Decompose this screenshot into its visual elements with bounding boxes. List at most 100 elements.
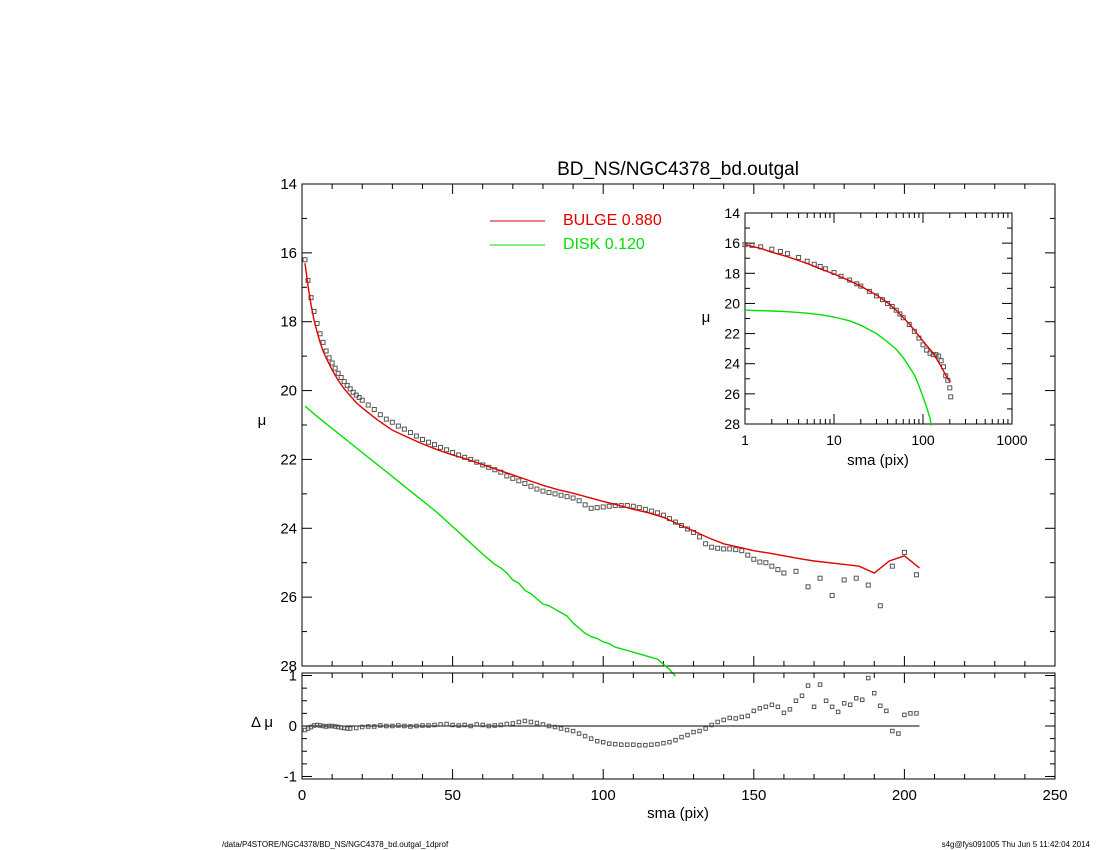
data-point: [625, 742, 630, 747]
data-point: [323, 348, 329, 354]
data-point: [908, 711, 913, 716]
data-point: [630, 503, 636, 509]
data-point: [879, 297, 885, 303]
disk-line: [744, 309, 932, 426]
data-point: [528, 483, 534, 489]
data-point: [751, 708, 757, 714]
y-tick-label: 16: [280, 245, 297, 262]
data-point: [474, 722, 479, 727]
data-point: [866, 675, 871, 681]
data-point: [576, 498, 582, 504]
data-point: [727, 715, 732, 721]
data-point: [438, 722, 443, 727]
y-tick-label: 28: [724, 416, 740, 432]
data-point: [498, 722, 504, 728]
data-point: [534, 720, 540, 726]
data-point: [661, 740, 666, 746]
data-point: [612, 741, 618, 747]
data-point: [576, 731, 582, 736]
data-point: [757, 706, 763, 711]
x-tick-label: 100: [591, 787, 616, 804]
data-point: [811, 704, 817, 710]
data-point: [751, 556, 757, 562]
y-tick-label: -1: [284, 768, 297, 785]
data-point: [775, 567, 781, 573]
data-point: [522, 718, 528, 724]
data-point: [697, 534, 703, 540]
inset-y-axis-title: μ: [702, 309, 711, 326]
data-point: [350, 389, 356, 395]
data-point: [426, 723, 431, 728]
data-point: [685, 732, 690, 738]
data-point: [721, 717, 726, 723]
data-point: [510, 721, 516, 726]
data-point: [884, 708, 889, 714]
data-point: [805, 683, 811, 688]
disk-line: [304, 405, 677, 677]
data-point: [739, 548, 745, 554]
data-point: [420, 723, 425, 728]
data-point: [841, 701, 847, 706]
y-tick-label: 14: [280, 176, 297, 193]
data-point: [582, 733, 588, 739]
data-point: [654, 510, 660, 516]
data-point: [901, 549, 907, 555]
inset-series: [742, 242, 954, 426]
data-point: [444, 447, 450, 453]
inset-axes: 14 16 18 20 22 24 26 281 10 100 1000: [724, 205, 1027, 448]
x-tick-label: 1000: [996, 432, 1027, 448]
x-tick-label: 10: [826, 432, 842, 448]
data-point: [853, 695, 859, 701]
y-tick-label: 20: [280, 383, 297, 400]
data-point: [637, 742, 642, 748]
data-point: [419, 436, 425, 442]
data-point: [540, 722, 546, 727]
data-point: [745, 713, 751, 719]
y-tick-label: 18: [280, 314, 297, 331]
data-point: [763, 560, 769, 566]
data-point: [359, 397, 365, 403]
y-tick-label: 24: [724, 356, 740, 372]
data-point: [377, 412, 383, 418]
data-point: [395, 423, 401, 429]
data-point: [631, 742, 636, 747]
data-point: [703, 726, 708, 731]
x-tick-label: 0: [298, 787, 306, 804]
data-point: [900, 315, 906, 321]
data-point: [510, 475, 516, 481]
data-point: [865, 582, 871, 588]
y-tick-label: 20: [724, 295, 740, 311]
data-point: [378, 723, 383, 728]
data-point: [679, 734, 684, 740]
main-legend: BULGE 0.880 DISK 0.120: [490, 212, 662, 253]
data-point: [769, 246, 775, 252]
data-point: [913, 572, 919, 578]
data-point: [456, 723, 461, 728]
data-point: [329, 360, 335, 366]
x-tick-label: 250: [1042, 787, 1067, 804]
data-point: [709, 544, 715, 550]
data-point: [516, 719, 522, 725]
data-point: [462, 722, 467, 728]
data-point: [338, 374, 344, 380]
inset-frame-background: [745, 213, 1012, 424]
data-point: [805, 584, 811, 590]
data-point: [480, 722, 485, 728]
data-point: [643, 742, 648, 748]
data-point: [893, 307, 899, 313]
data-point: [600, 739, 606, 745]
y-tick-label: 22: [724, 326, 740, 342]
y-tick-label: 1: [289, 668, 297, 685]
data-point: [715, 545, 721, 551]
data-point: [401, 426, 407, 432]
legend-disk-label: DISK 0.120: [563, 236, 645, 253]
main-series: [302, 257, 920, 677]
data-point: [727, 546, 733, 552]
y-tick-label: 16: [724, 235, 740, 251]
data-point: [938, 358, 944, 364]
data-point: [889, 303, 895, 309]
y-tick-label: 18: [724, 265, 740, 281]
